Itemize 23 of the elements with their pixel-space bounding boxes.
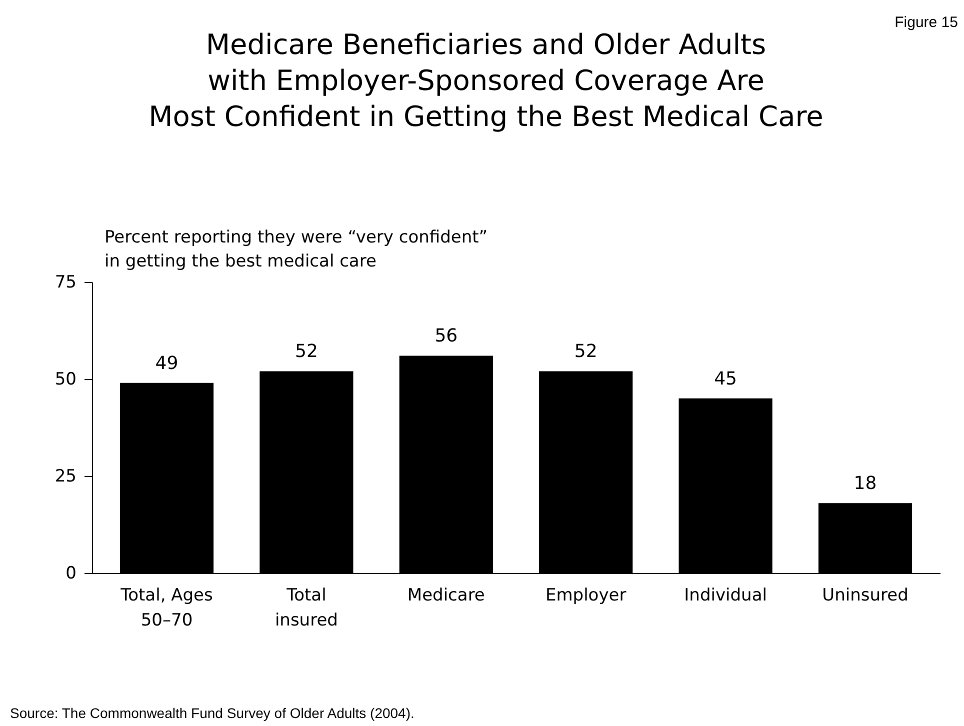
text: Most Confident in Getting the Best Medical Care (148, 100, 824, 133)
y-tick-label: 75 (54, 272, 76, 292)
data-label: 49 (155, 352, 178, 374)
data-label: 56 (434, 326, 458, 347)
data-label: 18 (854, 473, 877, 494)
source-note: Source: The Commonwealth Fund Survey of Older Adults (2004). (10, 705, 414, 721)
y-tick-label: 25 (54, 466, 76, 486)
text: Medicare Beneficiaries and Older Adults (206, 28, 766, 61)
data-label: 52 (574, 341, 598, 362)
text: with Employer-Sponsored Coverage Are (208, 64, 764, 97)
x-tick-label: Total, Ages 50–70 (120, 586, 214, 630)
y-tick-label: 50 (54, 370, 76, 390)
text: Percent reporting they were “very confident” (104, 228, 488, 248)
x-tick-label: Medicare (407, 586, 485, 606)
x-tick-label: Employer (545, 586, 626, 606)
text: in getting the best medical care (104, 252, 376, 272)
caption: Figure 15 (894, 14, 958, 31)
x-tick-label: Total insured (274, 586, 338, 630)
x-tick-label: Uninsured (822, 586, 908, 606)
data-label: 45 (714, 368, 738, 390)
y-tick-label: 0 (66, 564, 76, 584)
x-tick-label: Individual (684, 586, 767, 606)
data-label: 52 (294, 341, 318, 362)
